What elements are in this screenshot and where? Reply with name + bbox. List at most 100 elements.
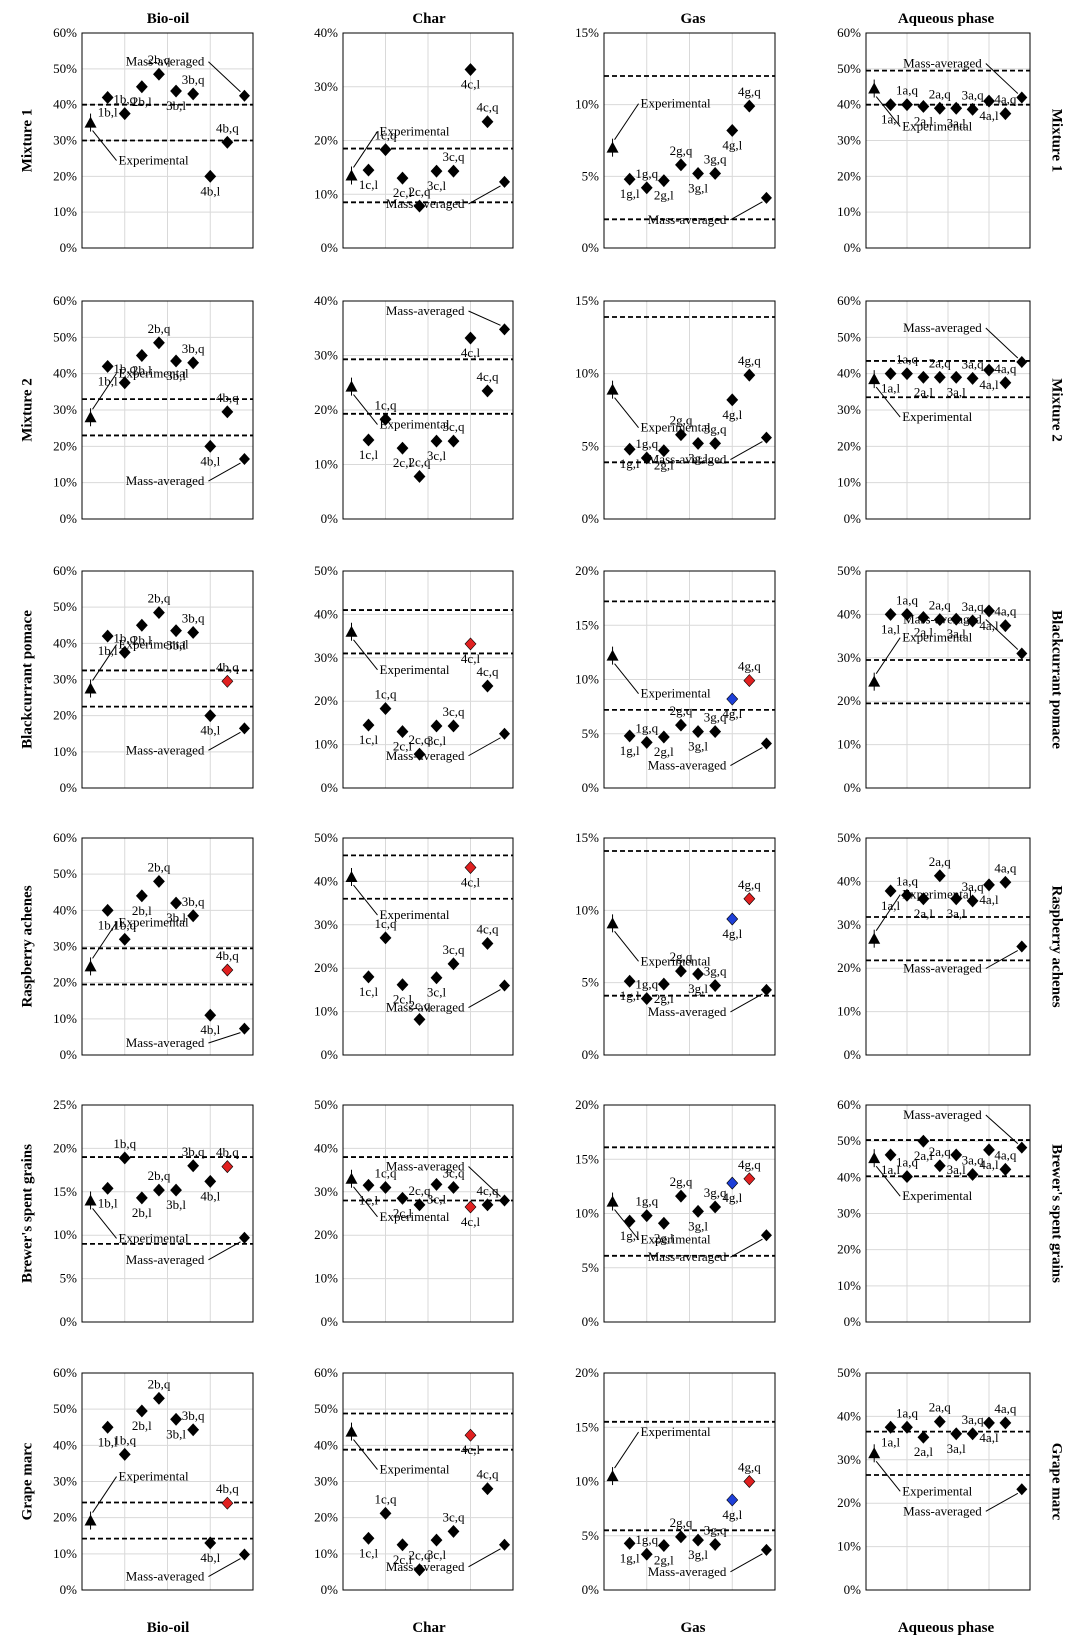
experimental-leader-line	[875, 96, 901, 127]
y-tick-label: 50%	[53, 599, 77, 614]
experimental-marker	[606, 1470, 619, 1482]
data-point-2c-q	[413, 747, 426, 761]
mass-averaged-leader-line	[985, 950, 1019, 969]
y-tick-label: 30%	[53, 672, 77, 687]
plot-frame	[865, 300, 1031, 520]
data-point-1g-q	[640, 735, 653, 749]
experimental-annotation: Experimental	[380, 123, 450, 138]
y-tick-label: 10%	[575, 97, 599, 112]
y-tick-label: 50%	[314, 830, 338, 845]
data-label-3c-q: 3c,q	[442, 419, 465, 434]
data-point-3g-q	[709, 1200, 722, 1214]
y-tick-label: 0%	[582, 780, 600, 795]
plot-frame	[603, 837, 776, 1056]
data-label-2a-q: 2a,q	[929, 86, 952, 101]
data-point-2a-q	[933, 101, 946, 115]
experimental-leader-line	[614, 931, 639, 962]
y-tick-label: 30%	[837, 133, 861, 148]
panel-r2-c1: 0% 10% 20% 30% 40% 50% Experimental 1c,l 1c,q 2c,…	[314, 563, 514, 795]
y-tick-label: 20%	[53, 708, 77, 723]
y-tick-label: 20%	[314, 133, 338, 148]
data-label-4c-q: 4c,q	[476, 1183, 499, 1198]
mass-averaged-annotation: Mass-averaged	[903, 961, 982, 976]
data-label-2c-q: 2c,q	[408, 184, 431, 199]
data-point-2a-l	[917, 610, 930, 624]
experimental-annotation: Experimental	[119, 153, 189, 168]
data-label-4g-q: 4g,q	[738, 1460, 761, 1475]
data-point-4c-l	[464, 331, 477, 345]
data-label-2c-l: 2c,l	[393, 739, 413, 754]
data-point-3g-q	[709, 979, 722, 993]
experimental-marker	[606, 1195, 619, 1207]
data-label-1c-l: 1c,l	[359, 177, 379, 192]
data-label-2a-l: 2a,l	[914, 384, 934, 399]
data-point-4c-l	[464, 1200, 477, 1214]
data-label-4b-l: 4b,l	[200, 183, 220, 198]
y-tick-label: 20%	[837, 693, 861, 708]
experimental-leader-line	[92, 1208, 117, 1239]
mass-averaged-marker	[238, 722, 250, 735]
data-label-4g-l: 4g,l	[722, 407, 742, 422]
data-label-3g-q: 3g,q	[704, 710, 727, 725]
data-point-1c-l	[362, 1531, 375, 1545]
row-label-grape-marc: Grape marc	[19, 1442, 35, 1520]
data-point-4a-q	[999, 1162, 1012, 1176]
data-point-2b-q	[153, 606, 165, 620]
data-point-2g-l	[657, 444, 670, 458]
panel-r0-c1: 0% 10% 20% 30% 40% Experimental 1c,l 1c,q 2c,l2c…	[314, 25, 514, 255]
experimental-leader-line	[353, 131, 378, 168]
y-tick-label: 20%	[837, 1495, 861, 1510]
data-point-2g-q	[675, 718, 687, 732]
experimental-annotation: Experimental	[902, 1483, 972, 1498]
data-label-1b-q: 1b,q	[113, 92, 136, 107]
y-tick-label: 20%	[314, 960, 338, 975]
y-tick-label: 50%	[53, 61, 77, 76]
data-point-4a-q	[999, 875, 1012, 889]
data-label-4b-q: 4b,q	[216, 948, 239, 963]
y-tick-label: 20%	[314, 402, 338, 417]
experimental-leader-line	[614, 663, 639, 694]
data-label-3a-l: 3a,l	[947, 115, 967, 130]
mass-averaged-leader-line	[730, 441, 763, 461]
data-label-1a-q: 1a,q	[896, 592, 919, 607]
data-label-3c-l: 3c,l	[427, 178, 447, 193]
y-tick-label: 0%	[60, 780, 78, 795]
row-label-raspberry-achenes: Raspberry achenes	[19, 885, 35, 1007]
data-label-2b-q: 2b,q	[148, 591, 171, 606]
data-label-1c-q: 1c,q	[374, 1491, 397, 1506]
experimental-marker	[868, 675, 881, 687]
data-point-2c-l	[396, 441, 409, 455]
y-tick-label: 10%	[53, 1227, 77, 1242]
data-point-1c-q	[379, 412, 392, 426]
data-point-1g-l	[623, 1536, 636, 1550]
data-point-3c-q	[447, 957, 460, 971]
y-tick-label: 40%	[314, 293, 338, 308]
y-tick-label: 0%	[582, 1582, 600, 1597]
data-label-4b-l: 4b,l	[200, 1550, 220, 1565]
y-tick-label: 10%	[53, 1546, 77, 1561]
y-tick-label: 0%	[321, 1582, 339, 1597]
y-tick-label: 0%	[844, 1314, 862, 1329]
panel-r5-c1: 0% 10% 20% 30% 40% 50% 60% Experimental 1c,l 1c,q…	[314, 1365, 514, 1597]
experimental-marker	[345, 169, 358, 181]
experimental-annotation: Experimental	[119, 914, 189, 929]
data-label-3c-q: 3c,q	[442, 1509, 465, 1524]
data-point-4b-l	[204, 169, 217, 183]
y-tick-label: 0%	[321, 511, 339, 526]
mass-averaged-marker	[760, 1543, 772, 1556]
data-point-3g-l	[692, 967, 704, 981]
y-tick-label: 20%	[314, 1510, 338, 1525]
data-point-3b-q	[187, 626, 200, 639]
y-tick-label: 50%	[837, 329, 861, 344]
data-label-3a-q: 3a,q	[962, 1412, 985, 1427]
y-tick-label: 5%	[582, 975, 600, 990]
data-label-4c-l: 4c,l	[461, 651, 481, 666]
y-tick-label: 60%	[53, 1365, 77, 1380]
mass-averaged-annotation: Mass-averaged	[126, 1569, 205, 1584]
data-point-2g-l	[657, 977, 670, 991]
y-tick-label: 30%	[53, 402, 77, 417]
experimental-marker	[868, 1447, 881, 1459]
data-point-1g-q	[640, 992, 653, 1006]
data-label-3a-l: 3a,l	[947, 906, 967, 921]
y-tick-label: 50%	[837, 563, 861, 578]
